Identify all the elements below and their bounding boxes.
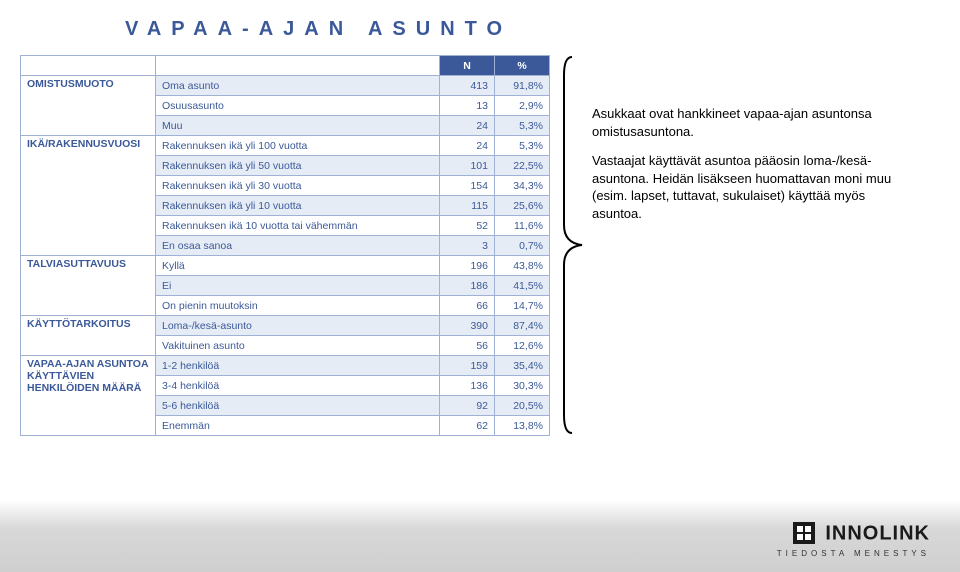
- group-cell: OMISTUSMUOTO: [21, 76, 156, 136]
- group-cell: VAPAA-AJAN ASUNTOA KÄYTTÄVIEN HENKILÖIDE…: [21, 356, 156, 436]
- n-cell: 52: [440, 216, 495, 236]
- pct-cell: 41,5%: [495, 276, 550, 296]
- label-cell: Loma-/kesä-asunto: [156, 316, 440, 336]
- n-cell: 154: [440, 176, 495, 196]
- table-row: IKÄ/RAKENNUSVUOSIRakennuksen ikä yli 100…: [21, 136, 550, 156]
- label-cell: Rakennuksen ikä yli 50 vuotta: [156, 156, 440, 176]
- label-cell: Rakennuksen ikä 10 vuotta tai vähemmän: [156, 216, 440, 236]
- label-cell: 3-4 henkilöä: [156, 376, 440, 396]
- note-paragraph-1: Asukkaat ovat hankkineet vapaa-ajan asun…: [592, 105, 892, 140]
- logo-tagline: TIEDOSTA MENESTYS: [777, 549, 930, 558]
- n-cell: 196: [440, 256, 495, 276]
- label-cell: Rakennuksen ikä yli 30 vuotta: [156, 176, 440, 196]
- pct-cell: 91,8%: [495, 76, 550, 96]
- label-cell: Enemmän: [156, 416, 440, 436]
- label-cell: Rakennuksen ikä yli 10 vuotta: [156, 196, 440, 216]
- page-title: VAPAA-AJAN ASUNTO: [0, 0, 960, 55]
- n-cell: 62: [440, 416, 495, 436]
- n-cell: 3: [440, 236, 495, 256]
- pct-cell: 5,3%: [495, 116, 550, 136]
- pct-cell: 12,6%: [495, 336, 550, 356]
- pct-cell: 35,4%: [495, 356, 550, 376]
- n-cell: 159: [440, 356, 495, 376]
- header-blank-2: [156, 56, 440, 76]
- n-cell: 115: [440, 196, 495, 216]
- group-cell: IKÄ/RAKENNUSVUOSI: [21, 136, 156, 256]
- table-row: VAPAA-AJAN ASUNTOA KÄYTTÄVIEN HENKILÖIDE…: [21, 356, 550, 376]
- header-n: N: [440, 56, 495, 76]
- table-row: KÄYTTÖTARKOITUSLoma-/kesä-asunto39087,4%: [21, 316, 550, 336]
- bracket-icon: [562, 55, 592, 435]
- pct-cell: 14,7%: [495, 296, 550, 316]
- pct-cell: 25,6%: [495, 196, 550, 216]
- content-row: N % OMISTUSMUOTOOma asunto41391,8%Osuusa…: [0, 55, 960, 436]
- n-cell: 66: [440, 296, 495, 316]
- label-cell: 1-2 henkilöä: [156, 356, 440, 376]
- pct-cell: 2,9%: [495, 96, 550, 116]
- n-cell: 24: [440, 136, 495, 156]
- pct-cell: 30,3%: [495, 376, 550, 396]
- n-cell: 186: [440, 276, 495, 296]
- table-row: OMISTUSMUOTOOma asunto41391,8%: [21, 76, 550, 96]
- label-cell: Kyllä: [156, 256, 440, 276]
- pct-cell: 22,5%: [495, 156, 550, 176]
- n-cell: 92: [440, 396, 495, 416]
- pct-cell: 13,8%: [495, 416, 550, 436]
- pct-cell: 34,3%: [495, 176, 550, 196]
- label-cell: Rakennuksen ikä yli 100 vuotta: [156, 136, 440, 156]
- n-cell: 413: [440, 76, 495, 96]
- side-note: Asukkaat ovat hankkineet vapaa-ajan asun…: [592, 55, 892, 435]
- pct-cell: 0,7%: [495, 236, 550, 256]
- header-blank-1: [21, 56, 156, 76]
- logo-brand: INNOLINK: [825, 523, 930, 545]
- n-cell: 136: [440, 376, 495, 396]
- pct-cell: 87,4%: [495, 316, 550, 336]
- right-area: Asukkaat ovat hankkineet vapaa-ajan asun…: [562, 55, 892, 435]
- label-cell: Muu: [156, 116, 440, 136]
- label-cell: 5-6 henkilöä: [156, 396, 440, 416]
- table-row: TALVIASUTTAVUUSKyllä19643,8%: [21, 256, 550, 276]
- label-cell: Osuusasunto: [156, 96, 440, 116]
- label-cell: Oma asunto: [156, 76, 440, 96]
- n-cell: 101: [440, 156, 495, 176]
- note-paragraph-2: Vastaajat käyttävät asuntoa pääosin loma…: [592, 152, 892, 222]
- pct-cell: 20,5%: [495, 396, 550, 416]
- pct-cell: 5,3%: [495, 136, 550, 156]
- data-table-container: N % OMISTUSMUOTOOma asunto41391,8%Osuusa…: [20, 55, 550, 436]
- label-cell: On pienin muutoksin: [156, 296, 440, 316]
- n-cell: 13: [440, 96, 495, 116]
- pct-cell: 11,6%: [495, 216, 550, 236]
- data-table: N % OMISTUSMUOTOOma asunto41391,8%Osuusa…: [20, 55, 550, 436]
- group-cell: KÄYTTÖTARKOITUS: [21, 316, 156, 356]
- pct-cell: 43,8%: [495, 256, 550, 276]
- header-pct: %: [495, 56, 550, 76]
- logo-icon: [793, 522, 815, 549]
- n-cell: 56: [440, 336, 495, 356]
- label-cell: Vakituinen asunto: [156, 336, 440, 356]
- footer-logo: INNOLINK TIEDOSTA MENESTYS: [777, 522, 930, 558]
- group-cell: TALVIASUTTAVUUS: [21, 256, 156, 316]
- label-cell: Ei: [156, 276, 440, 296]
- n-cell: 24: [440, 116, 495, 136]
- n-cell: 390: [440, 316, 495, 336]
- label-cell: En osaa sanoa: [156, 236, 440, 256]
